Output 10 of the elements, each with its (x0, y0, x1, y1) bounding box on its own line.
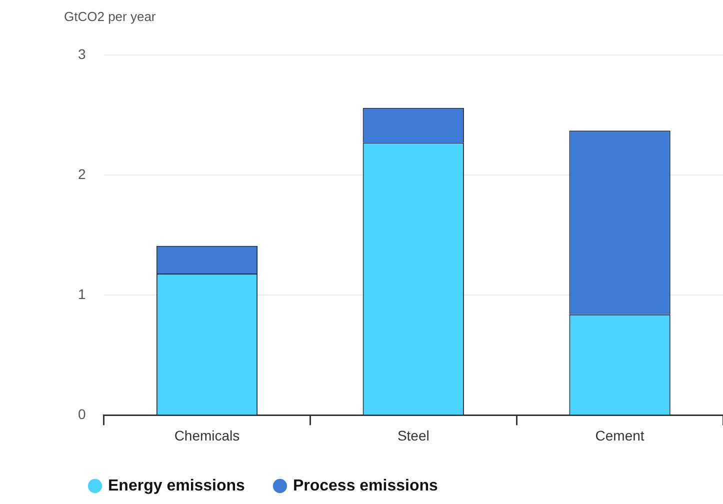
legend-label: Energy emissions (108, 477, 246, 494)
y-tick-label: 3 (78, 46, 86, 62)
y-axis-title: GtCO2 per year (64, 9, 156, 24)
y-tick-label: 0 (78, 406, 86, 422)
x-tick-label: Steel (397, 427, 430, 444)
y-tick-label: 1 (78, 286, 86, 302)
x-tick-label: Chemicals (174, 427, 240, 444)
legend-label: Process emissions (292, 477, 438, 494)
y-tick-label: 2 (78, 166, 86, 182)
x-tick-label: Cement (595, 427, 644, 444)
